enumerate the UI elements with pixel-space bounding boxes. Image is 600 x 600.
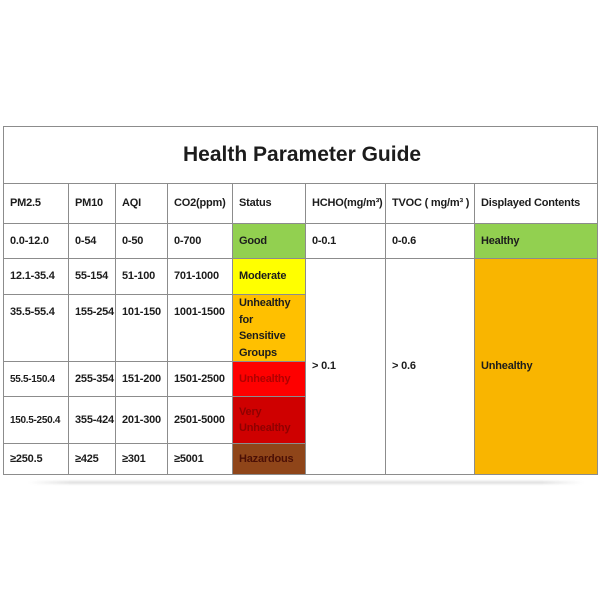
header-co2: CO2(ppm) xyxy=(167,183,233,224)
aqi-range-cell: 0-50 xyxy=(115,223,168,259)
table-title-row: Health Parameter Guide xyxy=(2,126,599,184)
status-cell-hazardous: Hazardous xyxy=(232,443,306,475)
header-status: Status xyxy=(232,183,306,224)
co2-range-cell: ≥5001 xyxy=(167,443,233,475)
pm10-range-cell: ≥425 xyxy=(68,443,116,475)
pm10-range-cell: 155-254 xyxy=(68,294,116,362)
table-row-unhealthy-sensitive: 35.5-55.4 155-254 101-150 1001-1500 Unhe… xyxy=(3,294,598,362)
hcho-merged-cell: > 0.1 xyxy=(305,258,386,475)
pm25-range-cell: 150.5-250.4 xyxy=(3,396,69,444)
pm10-range-cell: 255-354 xyxy=(68,361,116,397)
aqi-range-cell: 51-100 xyxy=(115,258,168,295)
header-pm25: PM2.5 xyxy=(3,183,69,224)
status-cell-very-unhealthy: Very Unhealthy xyxy=(232,396,306,444)
table-row-very-unhealthy: 150.5-250.4 355-424 201-300 2501-5000 Ve… xyxy=(3,396,598,444)
aqi-range-cell: ≥301 xyxy=(115,443,168,475)
status-cell-good: Good xyxy=(232,223,306,259)
co2-range-cell: 701-1000 xyxy=(167,258,233,295)
displayed-cell-unhealthy: Unhealthy xyxy=(473,258,599,475)
table-row-good: 0.0-12.0 0-54 0-50 0-700 Good 0-0.1 0-0.… xyxy=(3,223,599,259)
status-cell-unhealthy-sensitive: Unhealthy for Sensitive Groups xyxy=(232,294,306,362)
co2-range-cell: 1501-2500 xyxy=(167,361,233,397)
pm25-range-cell: 0.0-12.0 xyxy=(3,223,69,259)
co2-range-cell: 0-700 xyxy=(167,223,233,259)
pm10-range-cell: 0-54 xyxy=(68,223,116,259)
pm25-range-cell: 55.5-150.4 xyxy=(3,361,69,397)
page-shadow-divider xyxy=(28,481,584,484)
header-aqi: AQI xyxy=(115,183,168,224)
pm10-range-cell: 55-154 xyxy=(68,258,116,295)
pm10-range-cell: 355-424 xyxy=(68,396,116,444)
header-hcho: HCHO(mg/m³) xyxy=(305,183,386,224)
table-header-row: PM2.5 PM10 AQI CO2(ppm) Status HCHO(mg/m… xyxy=(3,183,599,224)
header-pm10: PM10 xyxy=(68,183,116,224)
hcho-range-cell: 0-0.1 xyxy=(305,223,386,259)
aqi-range-cell: 151-200 xyxy=(115,361,168,397)
co2-range-cell: 1001-1500 xyxy=(167,294,233,362)
co2-range-cell: 2501-5000 xyxy=(167,396,233,444)
aqi-range-cell: 101-150 xyxy=(115,294,168,362)
status-cell-unhealthy: Unhealthy xyxy=(232,361,306,397)
pm25-range-cell: ≥250.5 xyxy=(3,443,69,475)
tvoc-merged-cell: > 0.6 xyxy=(385,258,475,475)
pm25-range-cell: 12.1-35.4 xyxy=(3,258,69,295)
header-tvoc: TVOC ( mg/m³ ) xyxy=(385,183,475,224)
aqi-range-cell: 201-300 xyxy=(115,396,168,444)
health-parameter-table: Health Parameter Guide PM2.5 PM10 AQI CO… xyxy=(2,126,599,475)
table-row-hazardous: ≥250.5 ≥425 ≥301 ≥5001 Hazardous xyxy=(3,443,598,475)
header-displayed: Displayed Contents xyxy=(473,183,599,224)
table-row-moderate: 12.1-35.4 55-154 51-100 701-1000 Moderat… xyxy=(3,258,599,475)
page-title: Health Parameter Guide xyxy=(2,126,599,184)
status-cell-moderate: Moderate xyxy=(232,258,306,295)
tvoc-range-cell: 0-0.6 xyxy=(385,223,475,259)
displayed-cell-healthy: Healthy xyxy=(473,223,599,259)
pm25-range-cell: 35.5-55.4 xyxy=(3,294,69,362)
